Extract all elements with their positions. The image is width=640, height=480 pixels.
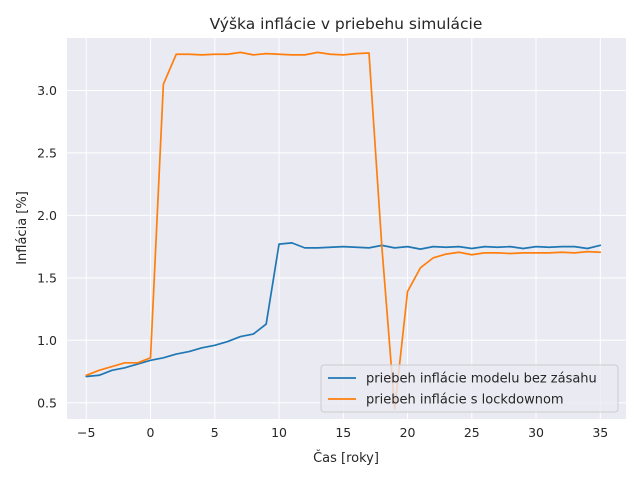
x-tick-label: 0: [147, 425, 155, 440]
x-tick-label: 25: [464, 425, 480, 440]
x-tick-label: 10: [271, 425, 287, 440]
y-tick-label: 1.0: [37, 333, 57, 348]
y-tick-label: 1.5: [37, 270, 57, 285]
y-tick-label: 3.0: [37, 83, 57, 98]
chart-title: Výška inflácie v priebehu simulácie: [210, 15, 483, 33]
plot-area: [67, 38, 626, 419]
y-axis-label: Inflácia [%]: [15, 191, 30, 265]
x-tick-label: 30: [528, 425, 544, 440]
series-line-1: [85, 51, 602, 410]
y-tick-label: 2.5: [37, 145, 57, 160]
y-tick-labels: 0.5 1.0 1.5 2.0 2.5 3.0: [37, 83, 57, 410]
x-tick-label: 20: [400, 425, 416, 440]
legend: priebeh inflácie modelu bez zásahu prieb…: [320, 364, 619, 413]
x-axis-label: Čas [roky]: [313, 450, 379, 466]
y-tick-label: 0.5: [37, 395, 57, 410]
x-tick-label: 5: [211, 425, 219, 440]
x-tick-label: 15: [335, 425, 351, 440]
series-lines: [85, 51, 602, 410]
legend-label-bez-zasahu: priebeh inflácie modelu bez zásahu: [366, 372, 597, 387]
x-tick-labels: −5 0 5 10 15 20 25 30 35: [77, 425, 608, 440]
legend-box: [320, 364, 619, 413]
y-tick-label: 2.0: [37, 208, 57, 223]
series-line-0: [85, 242, 602, 378]
x-tick-label: −5: [77, 425, 95, 440]
x-tick-label: 35: [592, 425, 608, 440]
legend-label-lockdown: priebeh inflácie s lockdownom: [366, 393, 564, 408]
